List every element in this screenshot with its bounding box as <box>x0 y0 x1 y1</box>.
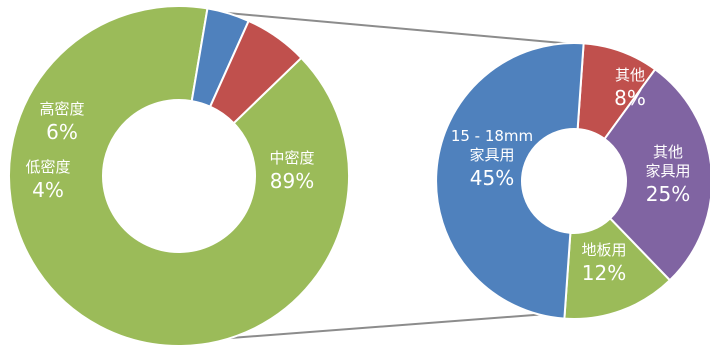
secondary-slice-label-4: 15 - 18mm 家具用 <box>451 127 533 164</box>
main-slice-pct-2: 4% <box>32 178 64 202</box>
main-slice-label-2: 低密度 <box>25 158 70 176</box>
secondary-slice-pct-2: 25% <box>646 182 690 206</box>
secondary-slice-label-2: 其他家具用 <box>645 143 690 180</box>
secondary-slice-label-3: 地板用 <box>581 241 626 259</box>
secondary-slice-4 <box>435 42 585 320</box>
secondary-slice-pct-3: 12% <box>582 261 626 285</box>
main-slice-pct-1: 89% <box>270 169 314 193</box>
main-slice-3 <box>208 19 303 125</box>
connector-line-top <box>182 8 585 46</box>
connector-line-bottom <box>177 312 561 343</box>
main-slice-1 <box>8 5 350 346</box>
secondary-slice-label-1: 其他 <box>615 66 645 84</box>
secondary-slice-2 <box>603 67 710 282</box>
main-slice-label-3: 高密度 <box>39 100 84 118</box>
main-donut: 中密度 89% 低密度 4% 高密度 6% <box>8 5 350 346</box>
main-slice-pct-3: 6% <box>46 120 78 144</box>
secondary-slice-pct-1: 8% <box>614 86 646 110</box>
main-slice-label-1: 中密度 <box>269 149 314 167</box>
secondary-slice-pct-4: 45% <box>470 166 514 190</box>
